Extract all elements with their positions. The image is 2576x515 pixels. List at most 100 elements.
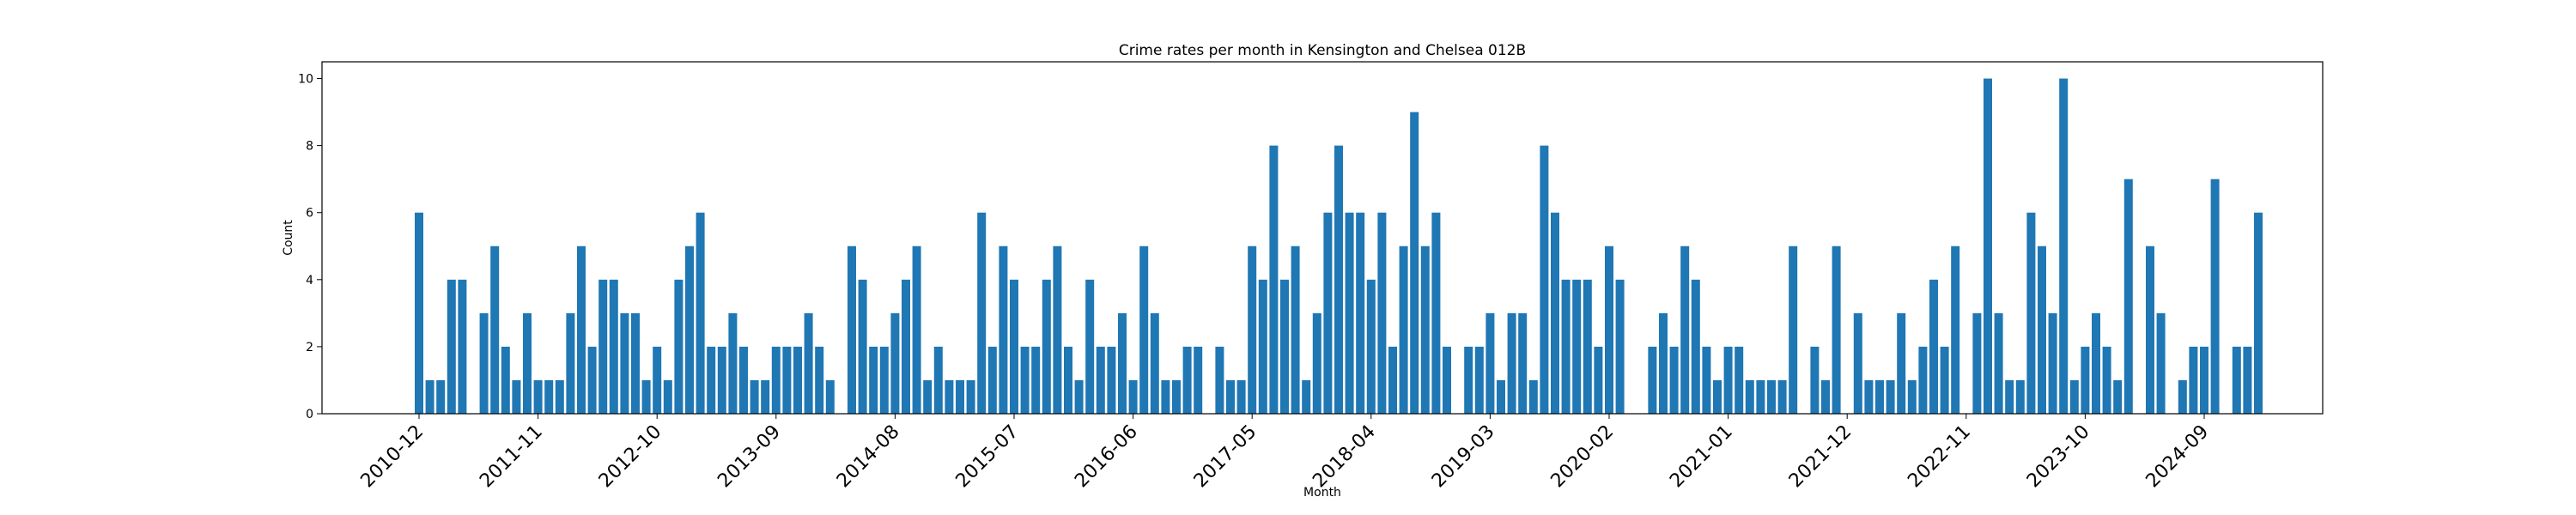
bar [815,346,824,414]
y-axis: 0 2 4 6 8 10 [298,73,322,421]
bar [912,245,921,414]
bar [848,245,856,414]
bar [1713,379,1722,414]
x-tick-label: 2024-09 [2142,421,2214,493]
bar [1507,312,1516,414]
bar [945,379,954,414]
bar [1323,212,1333,414]
bar [1064,346,1072,414]
bar [533,379,543,414]
x-tick-label: 2019-03 [1428,421,1499,493]
bar [2005,379,2014,414]
bar [923,379,933,414]
bar [1821,379,1830,414]
bar [1723,346,1733,414]
bar [933,346,943,414]
bar [1074,379,1084,414]
bar [1053,245,1062,414]
bar [1680,245,1690,414]
bar [1248,245,1257,414]
bar [804,312,813,414]
bar [1194,346,1203,414]
x-tick-label: 2021-01 [1666,421,1737,493]
bar [512,379,521,414]
bar [1745,379,1754,414]
x-axis-label: Month [1303,486,1341,500]
bar [1810,346,1820,414]
bar [685,245,694,414]
bar [609,279,618,414]
bar [1399,245,1408,414]
bar [1010,279,1018,414]
bar [1594,346,1603,414]
bar [1907,379,1917,414]
bar [2189,346,2198,414]
x-tick-label: 2017-05 [1190,421,1261,493]
x-tick-label: 2014-08 [833,421,904,493]
bar [1659,312,1668,414]
bar [653,346,662,414]
bar [1128,379,1138,414]
bar [1648,346,1657,414]
bar [1388,346,1397,414]
bar [696,212,705,414]
bar [1518,312,1528,414]
bar [2026,212,2036,414]
bar [1215,346,1224,414]
x-tick-label: 2020-02 [1547,421,1619,493]
bar [1994,312,2003,414]
bar [2243,346,2252,414]
bar [1540,145,1549,414]
bar [1107,346,1116,414]
bar [1756,379,1765,414]
bar [1918,346,1928,414]
bar [631,312,640,414]
bar [544,379,554,414]
bar [793,346,802,414]
bar [1789,245,1798,414]
bar [1420,245,1430,414]
bar [1096,346,1105,414]
bar [2015,379,2025,414]
bar [999,245,1008,414]
bar [425,379,434,414]
bar [1150,312,1159,414]
bar [458,279,467,414]
bar [1366,279,1376,414]
bar [1853,312,1862,414]
bar [1443,346,1451,414]
bar [1182,346,1192,414]
bar [879,346,889,414]
y-tick-label: 4 [306,274,313,288]
bar [1551,212,1559,414]
bar [1118,312,1127,414]
bar [2081,346,2090,414]
bar [707,346,716,414]
bar [2210,179,2220,415]
bar [890,312,900,414]
bar [1334,145,1343,414]
bar [1572,279,1582,414]
bar [663,379,672,414]
bar [1345,212,1354,414]
bar [987,346,997,414]
bar [1886,379,1895,414]
x-tick-label: 2016-06 [1071,421,1142,493]
y-tick-label: 6 [306,207,313,221]
x-tick-label: 2015-07 [952,421,1024,493]
bar [728,312,738,414]
bar [2200,346,2208,414]
bar [2178,379,2187,414]
bar [641,379,651,414]
bar [1042,279,1051,414]
bar [2156,312,2166,414]
bar [966,379,975,414]
y-tick-label: 10 [298,73,313,87]
bar [1161,379,1170,414]
bar [977,212,987,414]
bar [2048,312,2057,414]
bar [1951,245,1960,414]
bar [2232,346,2241,414]
bar [956,379,964,414]
bar [1875,379,1884,414]
